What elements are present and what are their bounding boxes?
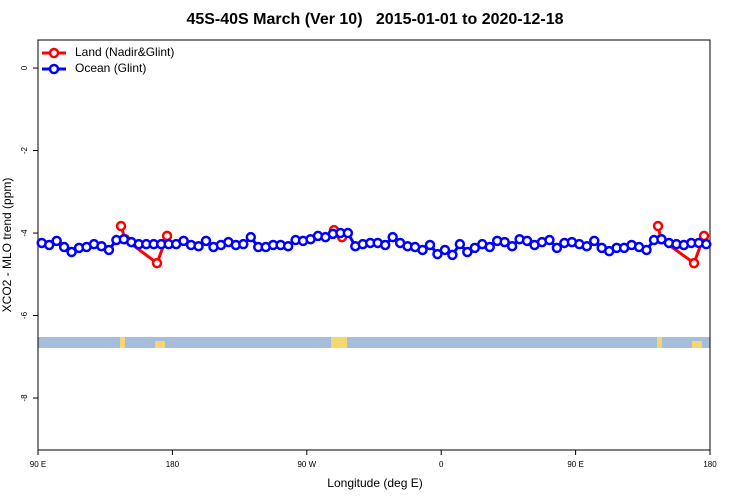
data-point — [688, 257, 700, 269]
data-point — [641, 244, 652, 256]
x-tick-label: 180 — [166, 460, 180, 469]
y-tick-label: -4 — [20, 229, 29, 237]
data-point — [103, 244, 115, 256]
data-point — [432, 248, 443, 260]
data-point — [424, 239, 436, 251]
legend-marker — [48, 47, 60, 59]
data-point — [439, 244, 451, 256]
data-point — [387, 231, 398, 243]
data-point — [454, 238, 466, 250]
y-tick-label: -2 — [20, 146, 29, 154]
data-point — [701, 238, 712, 250]
data-point — [200, 235, 212, 247]
legend-label: Land (Nadir&Glint) — [75, 45, 174, 59]
data-point — [581, 240, 593, 252]
data-point — [484, 241, 495, 253]
data-point — [58, 241, 70, 253]
data-point — [238, 238, 249, 250]
x-axis-title: Longitude (deg E) — [327, 476, 422, 490]
x-tick-label: 90 W — [297, 460, 316, 469]
data-point — [379, 239, 391, 251]
chart-title: 45S-40S March (Ver 10) 2015-01-01 to 202… — [186, 11, 563, 28]
x-tick-label: 180 — [703, 460, 717, 469]
x-tick-label: 90 E — [30, 460, 46, 469]
data-point — [506, 240, 518, 252]
y-axis-title: XCO2 - MLO trend (ppm) — [0, 178, 14, 313]
data-point — [589, 235, 600, 247]
data-point — [151, 257, 163, 269]
data-point — [447, 249, 458, 261]
data-point — [66, 246, 77, 258]
data-point — [245, 231, 257, 243]
data-point — [652, 220, 664, 232]
surface-strip — [38, 337, 710, 348]
data-point — [462, 246, 473, 258]
data-point — [342, 227, 354, 239]
data-point — [115, 220, 127, 232]
data-point — [551, 242, 563, 254]
data-point — [43, 239, 55, 251]
y-tick-label: -8 — [20, 394, 29, 402]
data-point — [51, 235, 62, 247]
data-point — [499, 236, 510, 248]
data-point — [161, 230, 173, 242]
data-point — [521, 235, 533, 247]
legend-marker — [48, 63, 60, 75]
data-point — [193, 240, 204, 252]
legend-label: Ocean (Glint) — [75, 61, 146, 75]
data-point — [544, 234, 555, 246]
y-tick-label: 0 — [20, 65, 29, 70]
x-tick-label: 90 E — [567, 460, 583, 469]
data-point — [282, 240, 294, 252]
y-tick-label: -6 — [20, 311, 29, 319]
x-tick-label: 0 — [439, 460, 444, 469]
data-point — [417, 244, 428, 256]
data-point — [178, 235, 189, 247]
